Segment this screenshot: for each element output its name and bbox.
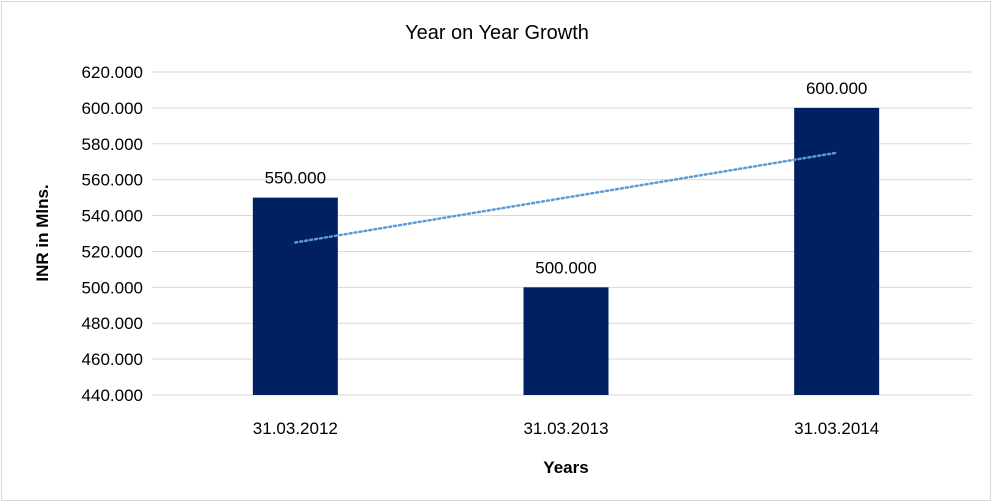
bar — [523, 287, 609, 395]
y-tick-label: 560.000 — [82, 171, 143, 190]
y-tick-label: 540.000 — [82, 207, 143, 226]
trendline — [294, 151, 838, 244]
chart-title: Year on Year Growth — [405, 22, 589, 44]
y-axis-label: INR in Mlns. — [33, 184, 52, 281]
x-tick-label: 31.03.2014 — [794, 419, 879, 438]
y-tick-label: 600.000 — [82, 99, 143, 118]
y-tick-label: 580.000 — [82, 135, 143, 154]
y-tick-label: 620.000 — [82, 63, 143, 82]
data-label: 600.000 — [806, 79, 867, 98]
y-tick-label: 460.000 — [82, 350, 143, 369]
x-tick-label: 31.03.2012 — [253, 419, 338, 438]
y-tick-label: 480.000 — [82, 314, 143, 333]
x-tick-label: 31.03.2013 — [523, 419, 608, 438]
y-tick-label: 440.000 — [82, 386, 143, 405]
y-tick-label: 520.000 — [82, 242, 143, 261]
x-axis-label: Years — [543, 458, 588, 477]
bar — [252, 197, 338, 395]
y-tick-label: 500.000 — [82, 278, 143, 297]
bar — [794, 107, 880, 395]
data-label: 500.000 — [535, 258, 596, 277]
data-label: 550.000 — [265, 169, 326, 188]
